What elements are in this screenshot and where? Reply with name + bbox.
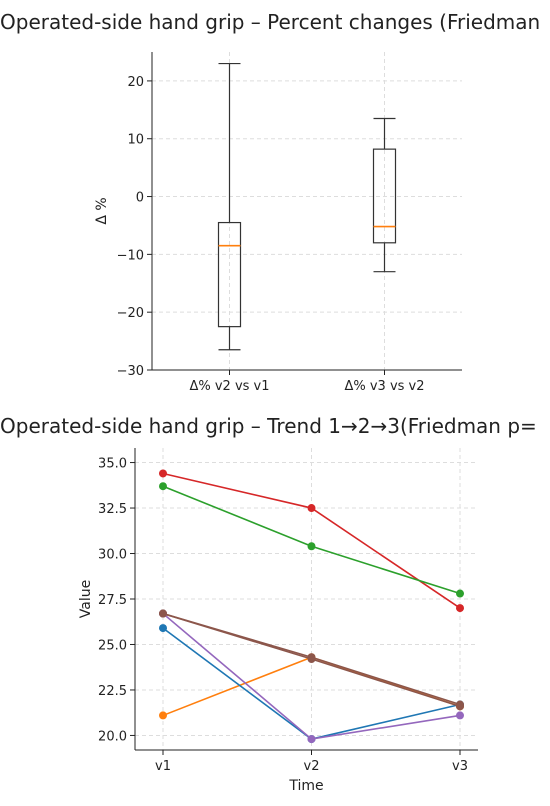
boxplot-chart: 20 10 0 −10 −20 −30 Δ % Δ% v2 vs v1 Δ% v3 vs v2 (94, 52, 462, 394)
box-1 (217, 62, 242, 351)
y-tick-label: 27.5 (98, 593, 127, 608)
x-tick-label: v1 (155, 759, 171, 774)
x-axis-label: Time (288, 778, 323, 794)
x-tick-label: v3 (452, 759, 468, 774)
series-point (456, 702, 464, 711)
series-point (456, 589, 464, 598)
series-point (159, 624, 167, 633)
y-tick-label: 20 (127, 75, 144, 90)
y-tick-label: 25.0 (98, 638, 127, 653)
y-tick-label: 35.0 (98, 457, 127, 472)
series-point (456, 711, 464, 720)
x-tick-label: Δ% v2 vs v1 (189, 379, 269, 394)
y-axis-label: Δ % (94, 197, 110, 224)
y-tick-label: 30.0 (98, 548, 127, 563)
series-point (456, 604, 464, 613)
series-1 (159, 469, 464, 613)
y-tick-label: 32.5 (98, 502, 127, 517)
y-tick-label: 10 (127, 133, 144, 148)
boxplot-title: Operated-side hand grip – Percent change… (0, 10, 541, 34)
series-point (159, 469, 167, 478)
iqr-box (372, 148, 397, 244)
series-point (307, 655, 316, 664)
y-tick-label: 0 (136, 191, 144, 206)
x-tick-label: Δ% v3 vs v2 (344, 379, 424, 394)
box-2 (372, 117, 397, 273)
trend-chart: 35.0 32.5 30.0 27.5 25.0 22.5 20.0 v1 v2 v3 Time Va… (78, 448, 478, 794)
y-tick-label: −10 (117, 248, 144, 263)
series-point (307, 504, 316, 513)
series-point (307, 542, 316, 551)
series-point (159, 482, 167, 491)
iqr-box (217, 221, 242, 328)
series-7 (159, 609, 464, 711)
y-tick-label: 20.0 (98, 729, 127, 744)
y-axis-label: Value (78, 580, 94, 618)
series-point (159, 609, 167, 618)
y-tick-label: −20 (117, 306, 144, 321)
x-tick-label: v2 (304, 759, 320, 774)
series-point (307, 735, 316, 744)
trend-title: Operated-side hand grip – Trend 1→2→3(Fr… (0, 414, 537, 438)
y-tick-label: 22.5 (98, 684, 127, 699)
series-point (159, 711, 167, 720)
series-2 (159, 482, 464, 598)
series-4 (159, 624, 464, 744)
y-tick-label: −30 (117, 364, 144, 379)
